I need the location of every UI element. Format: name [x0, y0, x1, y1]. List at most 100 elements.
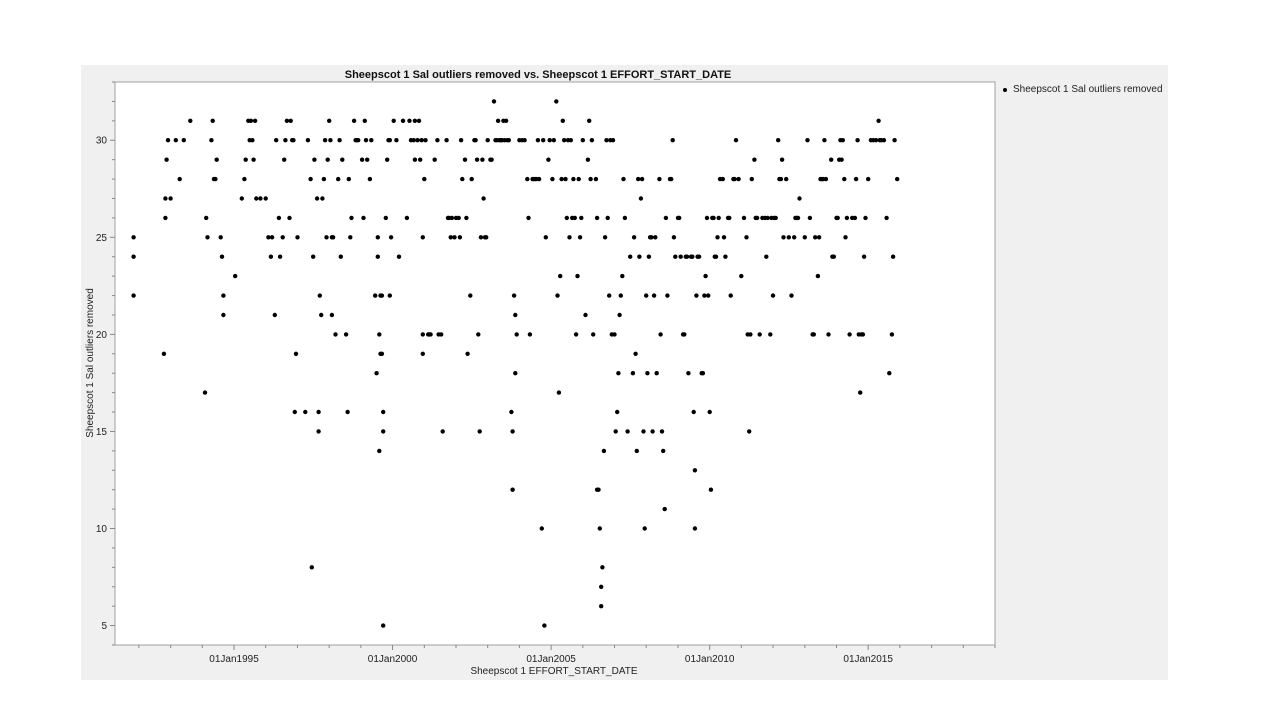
data-point — [650, 429, 655, 434]
data-point — [280, 235, 285, 240]
data-point — [840, 138, 845, 143]
data-point — [375, 235, 380, 240]
x-tick-label: 01Jan1995 — [209, 654, 259, 665]
data-point — [671, 235, 677, 240]
data-point — [895, 176, 900, 182]
data-point — [274, 138, 279, 143]
data-point — [826, 332, 831, 337]
data-point — [736, 176, 741, 182]
data-point — [889, 332, 895, 337]
data-point — [221, 312, 226, 318]
data-point — [295, 235, 300, 240]
data-point — [457, 235, 463, 240]
data-point — [379, 351, 385, 356]
data-point — [577, 235, 583, 240]
data-point — [365, 157, 370, 162]
data-point — [546, 157, 551, 162]
data-point — [420, 351, 425, 356]
data-point — [456, 215, 461, 221]
data-point — [345, 409, 350, 415]
data-point — [242, 176, 247, 182]
data-point — [469, 176, 474, 182]
data-point — [564, 215, 569, 221]
data-point — [419, 138, 424, 143]
data-point — [754, 215, 760, 221]
data-point — [747, 429, 752, 434]
data-point — [510, 487, 515, 492]
data-point — [330, 235, 336, 240]
data-point — [641, 429, 646, 434]
data-point — [805, 138, 810, 143]
data-point — [863, 215, 868, 221]
legend[interactable]: Sheepscot 1 Sal outliers removed — [1003, 84, 1163, 95]
data-point — [439, 332, 444, 337]
data-point — [815, 273, 821, 279]
data-point — [340, 157, 345, 162]
data-point — [374, 371, 379, 376]
data-point — [336, 176, 341, 182]
data-point — [748, 332, 753, 337]
data-point — [165, 138, 171, 143]
data-point — [696, 254, 702, 259]
data-point — [269, 235, 275, 240]
data-point — [634, 448, 639, 454]
data-point — [649, 235, 654, 240]
y-axis: 5 10 15 20 25 30 — [96, 81, 115, 646]
data-point — [337, 138, 342, 143]
data-point — [860, 332, 866, 337]
data-point — [633, 351, 638, 356]
data-point — [536, 176, 542, 182]
data-point — [312, 157, 317, 162]
data-point — [567, 235, 572, 240]
data-point — [218, 235, 223, 240]
data-point — [744, 235, 749, 240]
y-tick-label: 30 — [96, 136, 108, 147]
data-point — [356, 138, 361, 143]
data-point — [367, 176, 373, 182]
data-point — [485, 138, 490, 143]
data-point — [571, 176, 576, 182]
data-point — [644, 293, 649, 298]
data-point — [703, 273, 708, 279]
data-point — [797, 196, 802, 201]
data-point — [305, 138, 311, 143]
data-point — [692, 526, 698, 531]
data-point — [468, 293, 473, 298]
data-point — [161, 351, 167, 356]
data-point — [412, 157, 418, 162]
data-point — [535, 138, 541, 143]
data-point — [418, 157, 423, 162]
data-point — [168, 196, 173, 201]
data-point — [288, 118, 293, 124]
data-point — [583, 312, 588, 318]
data-point — [551, 138, 556, 143]
data-point — [784, 176, 789, 182]
data-point — [789, 293, 794, 298]
data-point — [560, 118, 565, 124]
data-point — [373, 293, 378, 298]
data-point — [702, 293, 707, 298]
data-point — [369, 138, 374, 143]
data-point — [716, 215, 721, 221]
data-point — [346, 176, 351, 182]
data-point — [509, 409, 514, 415]
data-point — [792, 235, 797, 240]
data-point — [651, 293, 657, 298]
data-point — [449, 215, 455, 221]
data-point — [555, 293, 560, 298]
data-point — [887, 371, 892, 376]
data-point — [329, 312, 335, 318]
data-point — [420, 332, 425, 337]
data-point — [802, 235, 807, 240]
data-point — [163, 196, 168, 201]
data-point — [580, 138, 585, 143]
data-point — [612, 332, 617, 337]
data-point — [770, 293, 776, 298]
data-point — [707, 409, 712, 415]
data-point — [291, 138, 296, 143]
data-point — [585, 157, 591, 162]
data-point — [522, 138, 527, 143]
data-point — [163, 215, 168, 221]
data-point — [263, 196, 268, 201]
data-point — [202, 390, 208, 395]
